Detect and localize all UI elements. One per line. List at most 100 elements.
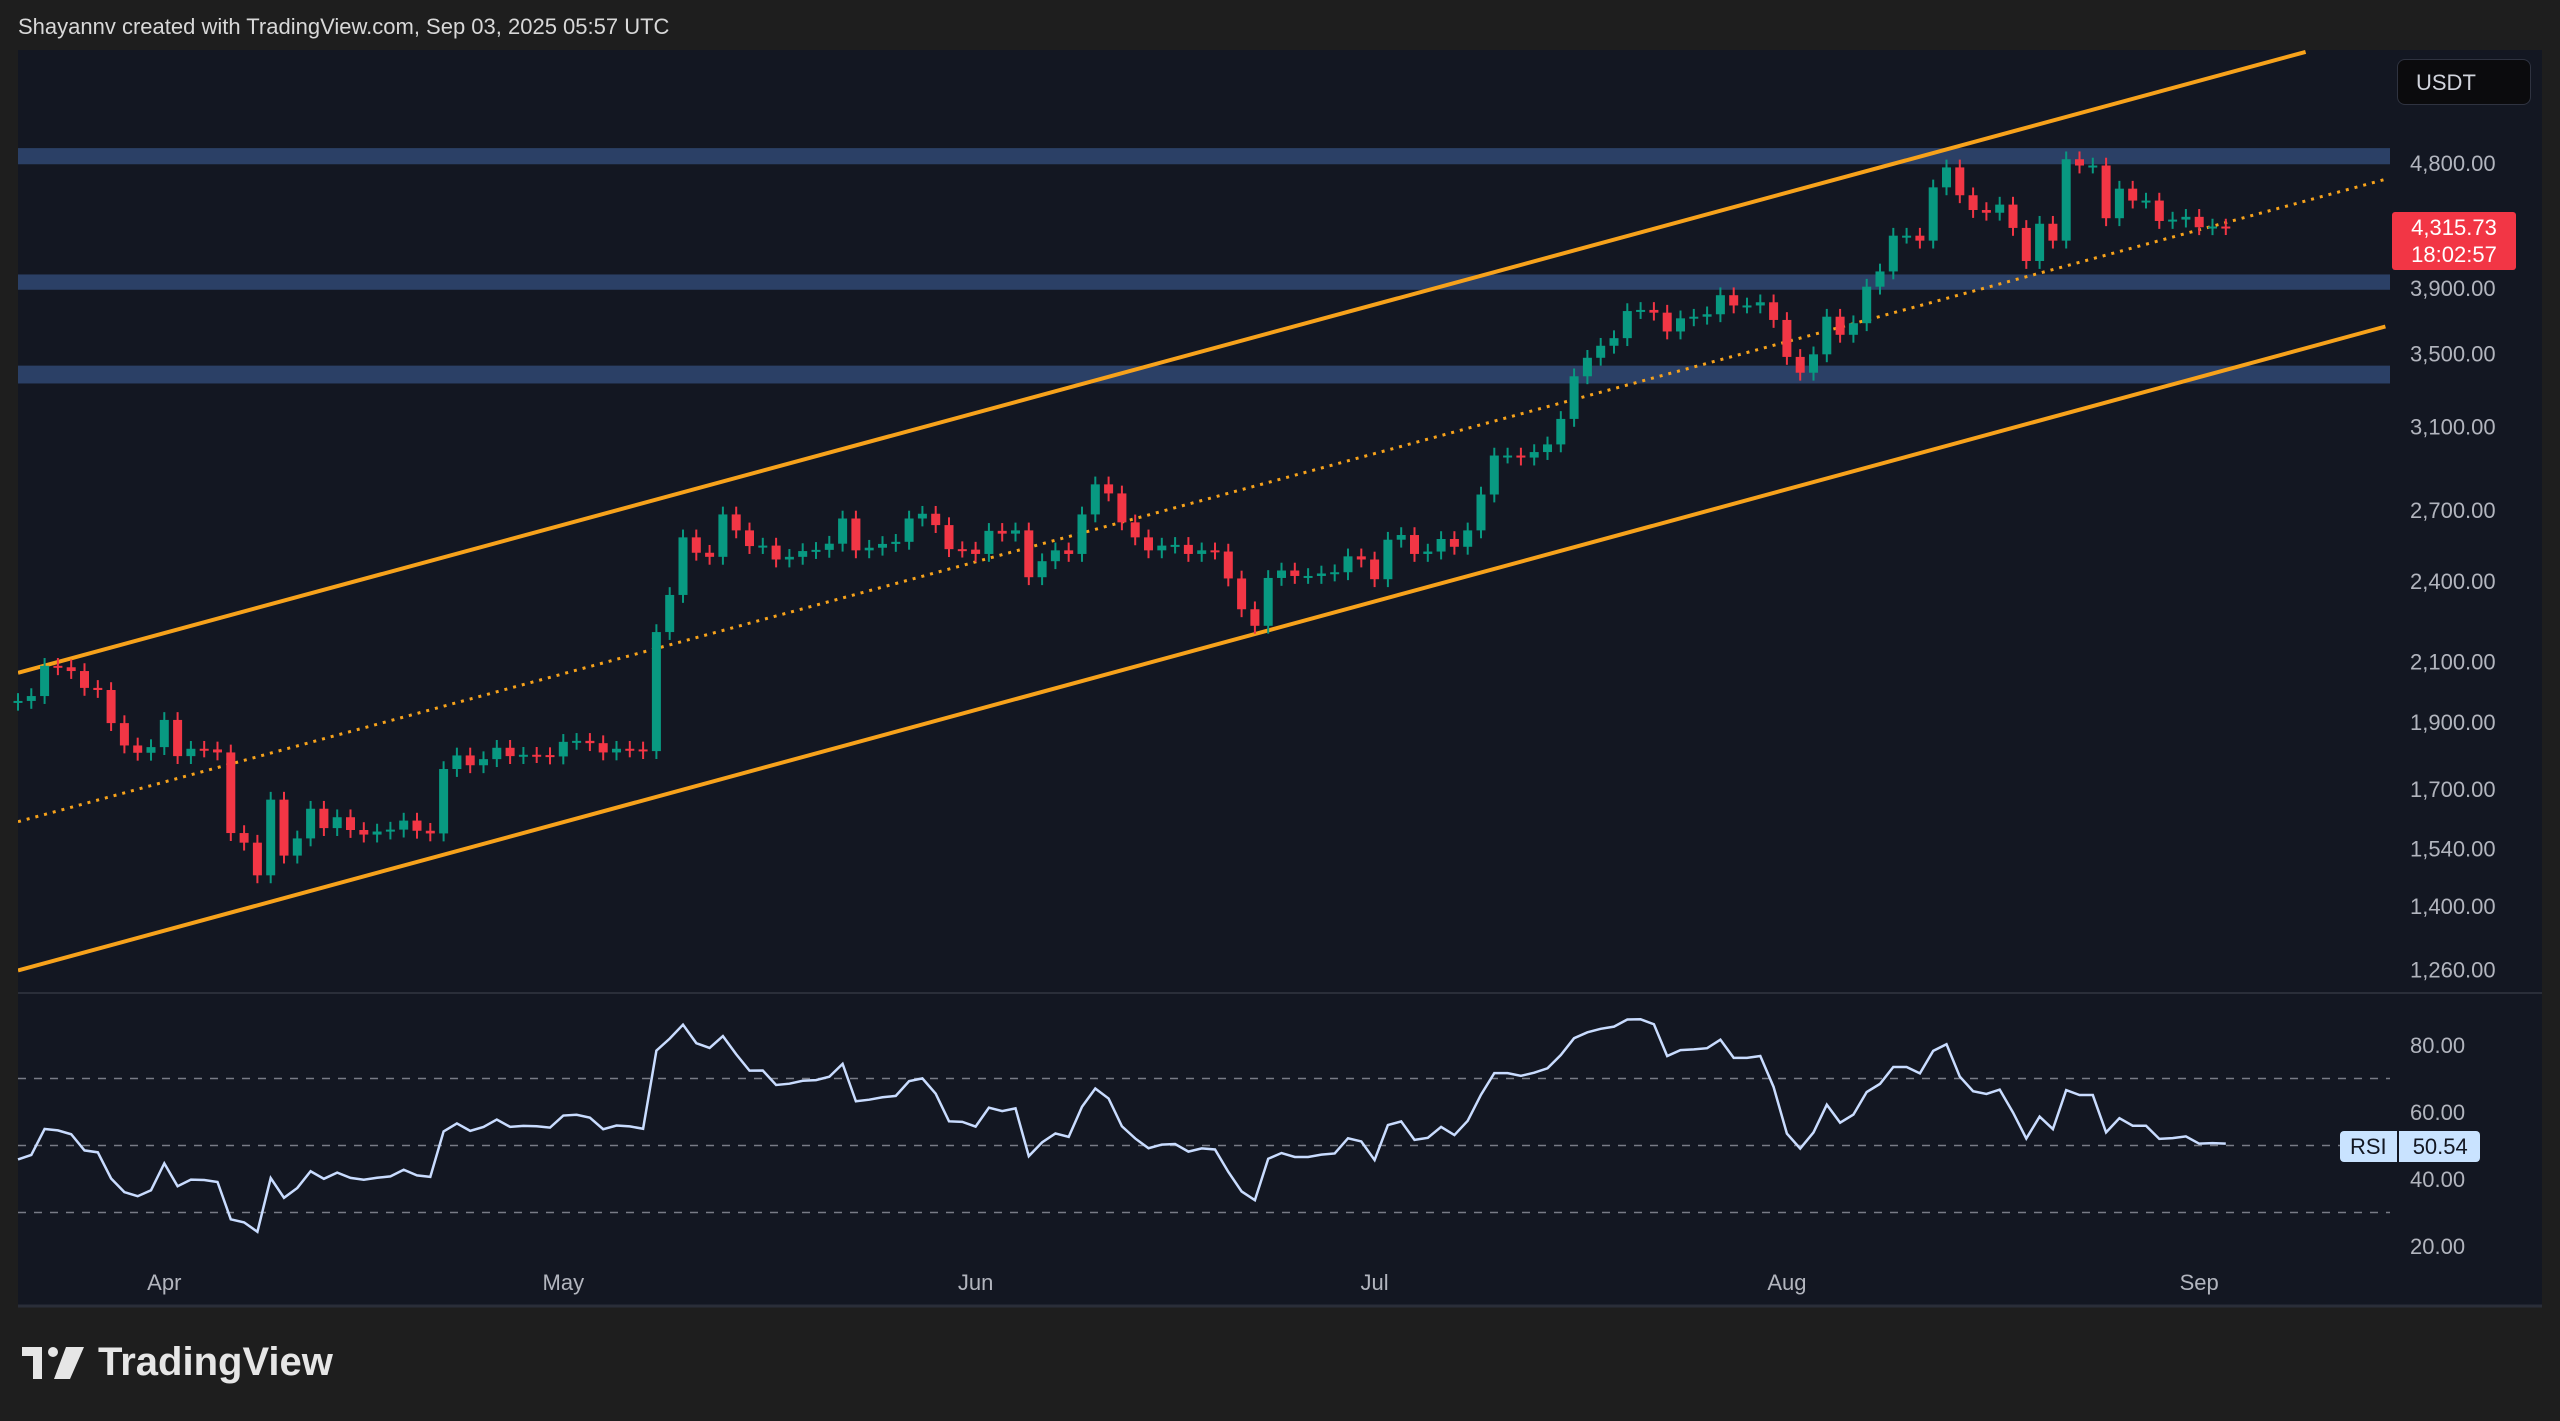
candle-body: [771, 545, 781, 560]
price-channel[interactable]: [18, 50, 2386, 973]
candle: [292, 830, 302, 864]
price-tick-label: 1,400.00: [2410, 894, 2496, 919]
candle: [1782, 312, 1792, 365]
candle-body: [1024, 530, 1034, 578]
candle: [1981, 202, 1991, 221]
candle-body: [532, 754, 542, 757]
candle-body: [1968, 195, 1978, 211]
price-tick-label: 1,540.00: [2410, 837, 2496, 862]
candle: [1263, 570, 1273, 634]
candlesticks: [13, 151, 2231, 884]
candle-body: [319, 808, 329, 829]
candle: [452, 747, 462, 777]
currency-button[interactable]: USDT: [2397, 59, 2531, 105]
candle-body: [1596, 345, 1606, 358]
candle-body: [2088, 165, 2098, 168]
candle: [1449, 531, 1459, 555]
candle: [1848, 315, 1858, 343]
candle-body: [465, 755, 475, 766]
candle-body: [199, 748, 209, 751]
rsi-pane: 80.00 60.00 40.00 20.00: [17, 1018, 2465, 1259]
candle-body: [1795, 356, 1805, 373]
candle-body: [2221, 226, 2231, 229]
candle-body: [1981, 210, 1991, 213]
candle-body: [439, 769, 449, 834]
candle: [1011, 522, 1020, 542]
candle-body: [851, 518, 861, 551]
candle: [346, 809, 355, 838]
candle-body: [1529, 452, 1539, 458]
candle: [811, 542, 821, 559]
candle-body: [1050, 550, 1060, 562]
candle: [1037, 553, 1047, 586]
candle-body: [1343, 556, 1353, 573]
candle-body: [1011, 530, 1020, 534]
candle-body: [1237, 578, 1247, 610]
candle-body: [40, 665, 50, 697]
candle-body: [1370, 559, 1380, 580]
candle: [1809, 346, 1818, 381]
time-tick-label: Sep: [2180, 1270, 2219, 1295]
candle-body: [13, 700, 23, 703]
candle-body: [1197, 550, 1207, 554]
channel-midline-1[interactable]: [18, 177, 2386, 824]
time-axis[interactable]: Apr May Jun Jul Aug Sep: [147, 1270, 2219, 1295]
candle-body: [93, 687, 103, 691]
candle-body: [731, 514, 741, 531]
candle-body: [784, 556, 794, 560]
candle-body: [159, 719, 169, 748]
candle-body: [1423, 551, 1433, 554]
price-tick-label: 3,900.00: [2410, 276, 2496, 301]
channel-line-2[interactable]: [18, 324, 2386, 973]
channel-line-0[interactable]: [18, 50, 2307, 675]
candle: [173, 712, 183, 765]
candle: [1835, 308, 1845, 343]
candle: [1410, 527, 1419, 562]
candle-body: [651, 632, 661, 752]
candle-body: [745, 530, 754, 547]
candle: [199, 740, 209, 758]
candle-body: [505, 747, 515, 757]
candle: [465, 747, 475, 774]
candle: [1822, 308, 1832, 363]
zone-0[interactable]: [18, 148, 2390, 165]
zone-2[interactable]: [18, 365, 2390, 384]
candle-body: [904, 518, 914, 542]
candle: [1064, 542, 1074, 562]
candle-body: [372, 831, 382, 835]
candle-body: [798, 551, 808, 557]
candle-body: [1503, 455, 1513, 458]
candle-body: [399, 820, 409, 830]
candle-body: [186, 748, 196, 757]
candle-body: [944, 525, 954, 550]
candle: [1862, 278, 1872, 332]
candle: [133, 737, 143, 761]
zone-1[interactable]: [18, 274, 2390, 290]
candle: [1888, 227, 1898, 280]
price-axis[interactable]: 4,800.00 3,900.00 3,500.00 3,100.00 2,700.00…: [2410, 151, 2496, 983]
candle: [279, 791, 289, 864]
candle: [1503, 447, 1513, 464]
candle-body: [1516, 455, 1526, 458]
price-tick-label: 2,400.00: [2410, 569, 2496, 594]
time-tick-label: May: [543, 1270, 585, 1295]
candle-body: [1902, 235, 1912, 238]
candle-body: [53, 665, 63, 668]
candle-body: [545, 755, 555, 758]
candle: [239, 825, 249, 851]
candle: [784, 549, 794, 568]
candle-body: [1064, 550, 1074, 554]
candle-body: [1316, 573, 1326, 576]
tradingview-logo[interactable]: TradingView: [22, 1340, 333, 1385]
candle: [957, 541, 967, 558]
candle: [106, 682, 116, 731]
candle: [1742, 297, 1752, 314]
candle: [838, 510, 848, 552]
candle: [1609, 330, 1619, 354]
candle: [1702, 306, 1712, 325]
time-tick-label: Jun: [958, 1270, 993, 1295]
candle: [1689, 308, 1699, 327]
candle-body: [1862, 286, 1872, 324]
candle: [931, 505, 941, 533]
